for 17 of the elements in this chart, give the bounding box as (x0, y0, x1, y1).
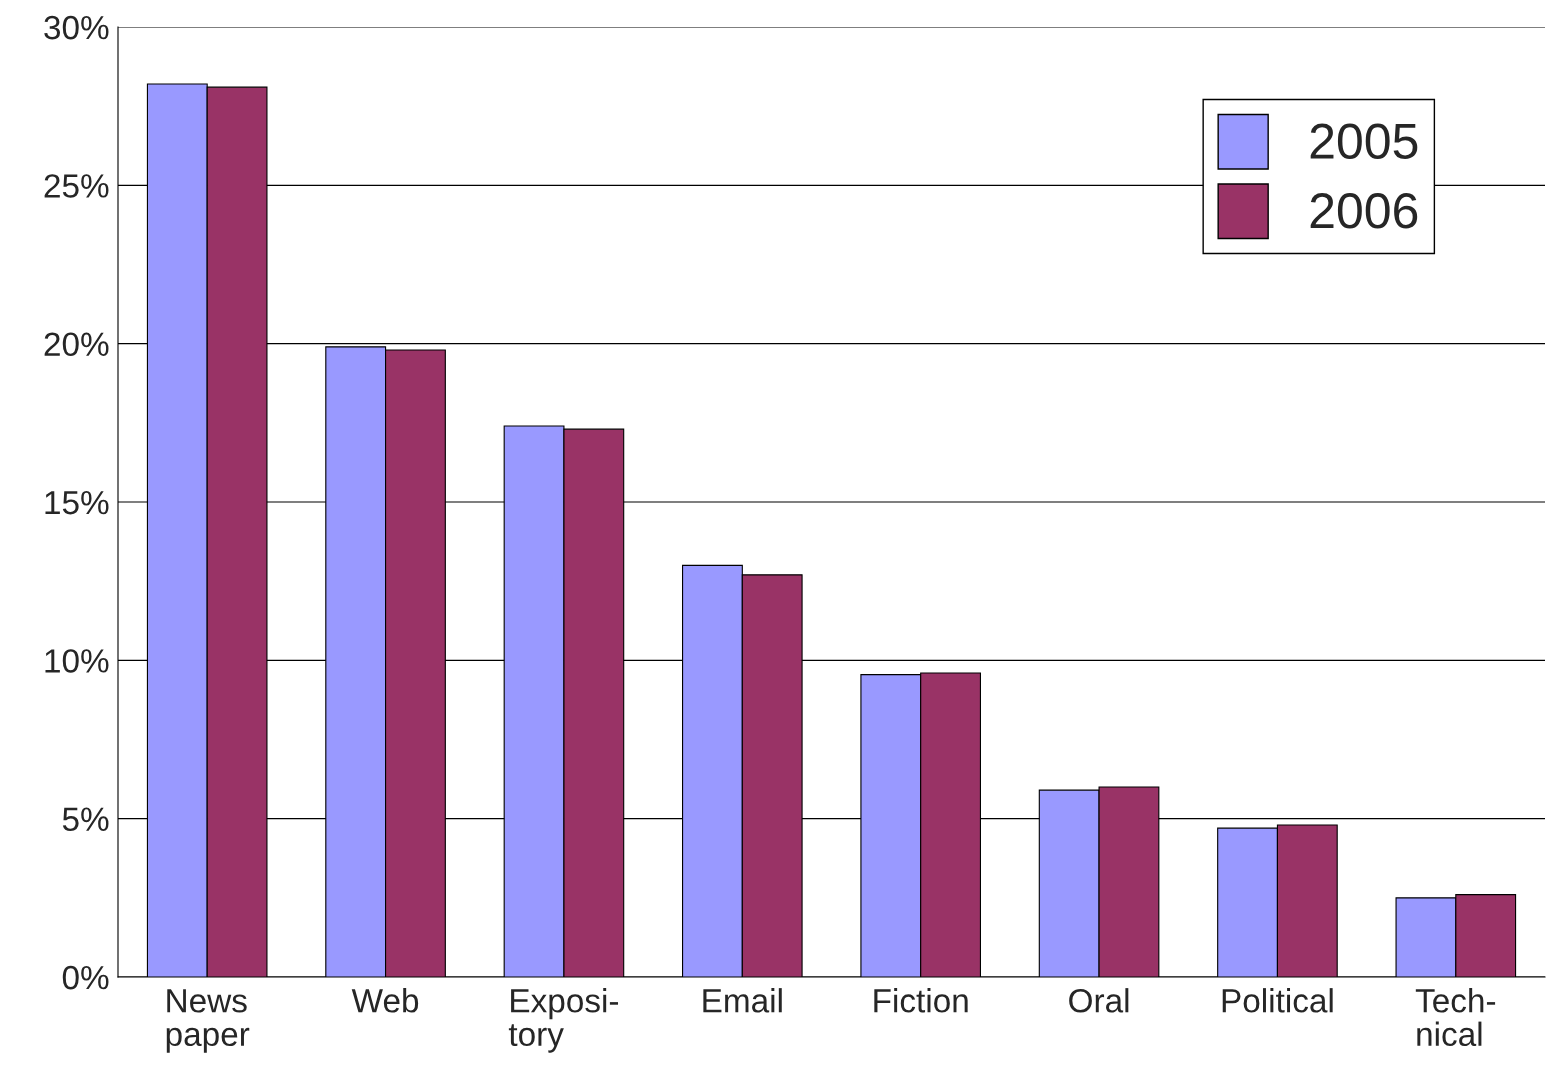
y-tick-label: 30% (44, 15, 109, 40)
y-tick-label: 25% (44, 174, 109, 198)
y-tick-label: 5% (62, 807, 109, 832)
x-tick-label: Exposi- tory (508, 988, 619, 1053)
x-tick-label: Email (703, 988, 782, 1013)
y-tick-label: 0% (62, 965, 109, 990)
x-tick-label: Fiction (874, 988, 968, 1013)
x-tick-label: News paper (166, 989, 250, 1053)
legend-label: 2005 (1310, 123, 1418, 159)
x-tick-label: Political (1222, 988, 1333, 1013)
x-tick-label: Oral (1069, 988, 1129, 1013)
x-tick-label: Tech- nical (1415, 988, 1496, 1047)
y-tick-label: 20% (44, 332, 109, 357)
y-tick-label: 15% (45, 490, 109, 515)
y-tick-label: 10% (45, 649, 109, 673)
x-tick-label: Web (351, 988, 419, 1013)
legend-label: 2006 (1310, 193, 1418, 229)
